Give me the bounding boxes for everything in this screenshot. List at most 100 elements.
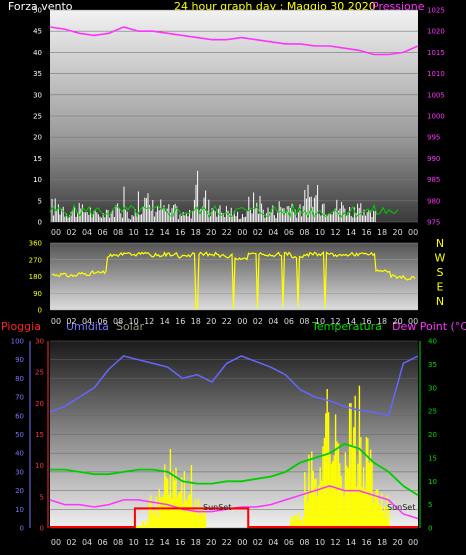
wind-x-tick: 20 (393, 228, 403, 237)
direction-x-tick: 20 (393, 317, 403, 326)
pressure-tick: 975 (427, 219, 440, 227)
pressure-tick: 990 (427, 155, 440, 163)
wind-x-tick: 06 (97, 228, 107, 237)
pressure-tick: 985 (427, 176, 440, 184)
direction-x-tick: 14 (160, 317, 170, 326)
direction-tick: 180 (29, 273, 42, 281)
direction-x-tick: 00 (51, 317, 61, 326)
lower-x-tick: 08 (113, 538, 123, 547)
lower-x-tick: 12 (144, 538, 154, 547)
humidity-tick: 80 (15, 375, 24, 383)
lower-x-tick: 10 (315, 538, 325, 547)
direction-x-tick: 04 (82, 317, 92, 326)
lower-x-tick: 22 (222, 538, 232, 547)
direction-x-tick: 06 (284, 317, 294, 326)
compass-label: N (436, 237, 444, 250)
direction-x-tick: 12 (144, 317, 154, 326)
pressure-tick: 1000 (427, 113, 445, 121)
wind-speed-tick: 20 (33, 134, 42, 142)
direction-x-tick: 06 (97, 317, 107, 326)
wind-x-tick: 00 (408, 228, 418, 237)
temperature-tick: 15 (428, 454, 437, 462)
temperature-tick: 0 (428, 525, 432, 533)
lower-x-tick: 04 (268, 538, 278, 547)
lower-x-tick: 14 (346, 538, 356, 547)
humidity-line (49, 355, 419, 417)
wind-x-tick: 04 (268, 228, 278, 237)
rain-tick: 10 (35, 462, 44, 470)
wind-x-tick: 22 (222, 228, 232, 237)
lower-x-tick: 10 (129, 538, 139, 547)
direction-x-tick: 08 (299, 317, 309, 326)
rain-label: Pioggia (1, 320, 41, 333)
lower-x-tick: 02 (253, 538, 263, 547)
wind-x-tick: 08 (299, 228, 309, 237)
lower-x-tick: 06 (284, 538, 294, 547)
humidity-tick: 60 (15, 412, 24, 420)
temperature-tick: 20 (428, 431, 437, 439)
compass-label: S (437, 266, 444, 279)
direction-x-tick: 18 (191, 317, 201, 326)
direction-tick: 360 (29, 240, 42, 248)
lower-x-tick: 00 (237, 538, 247, 547)
rain-tick: 0 (40, 525, 44, 533)
wind-x-tick: 10 (129, 228, 139, 237)
direction-x-tick: 00 (237, 317, 247, 326)
pressure-tick: 1025 (427, 7, 445, 15)
lower-x-tick: 04 (82, 538, 92, 547)
pressure-label: Pressione (372, 0, 425, 13)
direction-line (51, 250, 416, 311)
wind-x-tick: 20 (206, 228, 216, 237)
temperature-tick: 35 (428, 361, 437, 369)
lower-x-tick: 00 (51, 538, 61, 547)
wind-x-tick: 16 (175, 228, 185, 237)
pressure-tick: 1020 (427, 28, 445, 36)
humidity-tick: 40 (15, 450, 24, 458)
temperature-tick: 40 (428, 338, 437, 346)
sunset-label: SunSet (387, 503, 415, 512)
pressure-tick: 980 (427, 197, 440, 205)
temperature-tick: 5 (428, 501, 432, 509)
wind-x-tick: 10 (315, 228, 325, 237)
wind-speed-tick: 30 (33, 91, 42, 99)
direction-x-tick: 22 (222, 317, 232, 326)
solar-label: Solar (116, 320, 145, 333)
wind-x-tick: 18 (191, 228, 201, 237)
chart-title: 24 hour graph day : Maggio 30 2020 (174, 0, 376, 13)
wind-x-tick: 02 (253, 228, 263, 237)
lower-x-tick: 20 (393, 538, 403, 547)
wind-speed-tick: 0 (38, 219, 42, 227)
lower-x-tick: 00 (408, 538, 418, 547)
humidity-tick: 100 (11, 338, 24, 346)
rain-tick: 15 (35, 431, 44, 439)
wind-speed-tick: 45 (33, 28, 42, 36)
direction-x-tick: 08 (113, 317, 123, 326)
wind-speed-tick: 15 (33, 155, 42, 163)
compass-label: N (436, 295, 444, 308)
wind-x-tick: 14 (346, 228, 356, 237)
wind-x-tick: 02 (66, 228, 76, 237)
wind-x-tick: 00 (237, 228, 247, 237)
direction-x-tick: 18 (377, 317, 387, 326)
wind-x-tick: 00 (51, 228, 61, 237)
wind-speed-tick: 40 (33, 49, 42, 57)
direction-tick: 0 (38, 307, 42, 315)
rain-line (50, 507, 418, 528)
rain-tick: 30 (35, 338, 44, 346)
wind-x-tick: 08 (113, 228, 123, 237)
humidity-tick: 90 (15, 356, 24, 364)
direction-x-tick: 02 (66, 317, 76, 326)
lower-x-tick: 18 (191, 538, 201, 547)
temperature-line (50, 442, 419, 497)
humidity-tick: 30 (15, 468, 24, 476)
lower-x-tick: 16 (175, 538, 185, 547)
wind-x-tick: 12 (330, 228, 340, 237)
direction-x-tick: 00 (408, 317, 418, 326)
lower-x-tick: 02 (66, 538, 76, 547)
lower-x-tick: 18 (377, 538, 387, 547)
temperature-label: Temperatura (312, 320, 382, 333)
wind-gust-line (49, 203, 399, 219)
temperature-tick: 25 (428, 408, 437, 416)
temperature-tick: 30 (428, 384, 437, 392)
